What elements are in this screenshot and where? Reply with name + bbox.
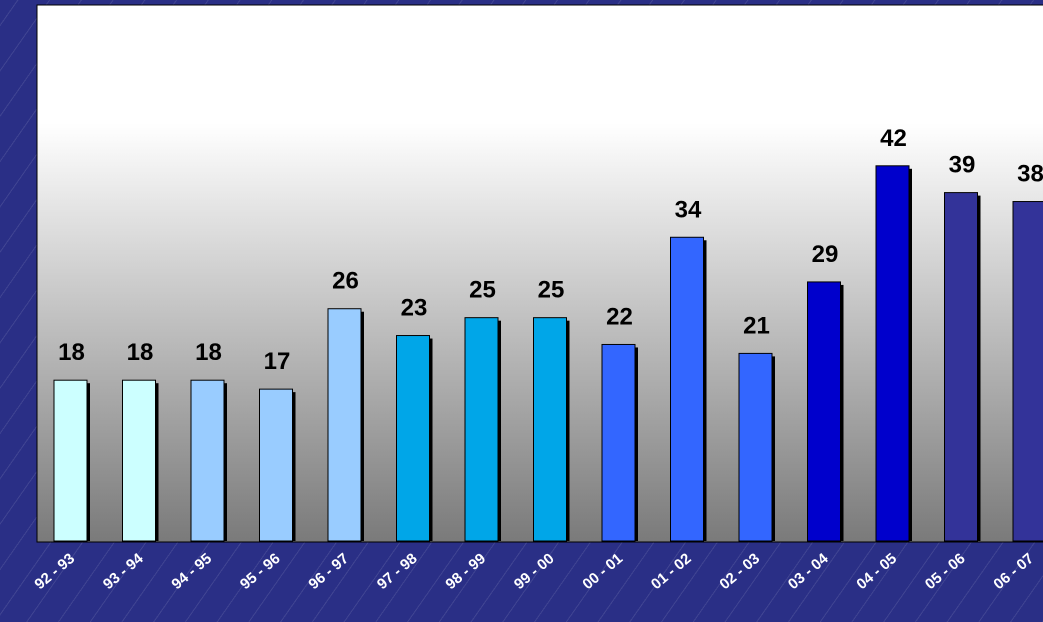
bar — [190, 379, 225, 542]
x-tick-label: 93 - 94 — [100, 550, 147, 593]
value-labels-group: 18 18 18 17 26 23 25 25 22 34 21 29 42 39 38 — [58, 125, 1043, 375]
bars-group — [53, 165, 1043, 542]
bar — [875, 165, 910, 542]
bar-value-label: 23 — [401, 295, 428, 322]
bar — [122, 379, 156, 542]
bar-value-label: 22 — [606, 303, 633, 330]
bar-value-label: 34 — [675, 196, 702, 223]
bar-value-label: 42 — [880, 125, 907, 152]
bar — [396, 335, 430, 542]
bar — [1012, 201, 1043, 542]
bar — [670, 236, 704, 542]
x-tick-labels-group: 92 - 93 93 - 94 94 - 95 95 - 96 96 - 97 97 - … — [31, 550, 1037, 593]
x-tick-label: 06 - 07 — [990, 550, 1037, 593]
x-tick-label: 98 - 99 — [442, 550, 489, 593]
bar-value-label: 38 — [1017, 161, 1043, 188]
bar-value-label: 25 — [469, 277, 496, 304]
bar-value-label: 39 — [949, 152, 976, 179]
x-tick-label: 00 - 01 — [579, 550, 626, 593]
x-tick-label: 99 - 00 — [511, 550, 558, 593]
x-tick-label: 03 - 04 — [785, 550, 832, 593]
bar-value-label: 18 — [127, 339, 154, 366]
bar-value-label: 29 — [812, 241, 839, 268]
x-tick-label: 97 - 98 — [374, 550, 421, 593]
bar-value-label: 18 — [195, 339, 222, 366]
bar-value-label: 18 — [58, 339, 85, 366]
x-tick-label: 02 - 03 — [716, 550, 763, 593]
bar — [944, 192, 978, 542]
x-tick-label: 92 - 93 — [31, 550, 78, 593]
bar-value-label: 25 — [538, 277, 565, 304]
bar-value-label: 21 — [743, 312, 770, 339]
bar — [601, 343, 636, 542]
bar — [259, 388, 293, 542]
x-tick-label: 96 - 97 — [305, 550, 352, 593]
bar — [738, 352, 773, 542]
x-tick-label: 95 - 96 — [237, 550, 284, 593]
x-tick-label: 94 - 95 — [168, 550, 215, 593]
bar — [464, 317, 499, 542]
bar-value-label: 26 — [332, 268, 359, 295]
bar — [327, 308, 362, 542]
bar — [53, 379, 88, 542]
bar-value-label: 17 — [264, 348, 291, 375]
x-tick-label: 04 - 05 — [853, 550, 900, 593]
bar — [807, 281, 841, 542]
x-tick-label: 01 - 02 — [648, 550, 695, 593]
x-tick-label: 05 - 06 — [922, 550, 969, 593]
bar — [533, 317, 567, 542]
